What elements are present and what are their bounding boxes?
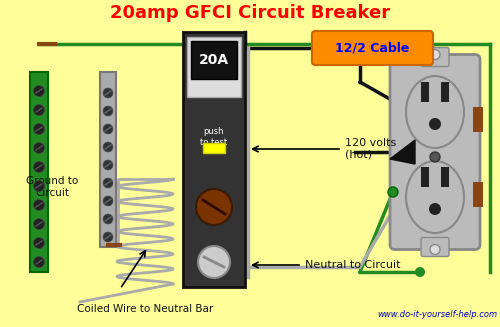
Circle shape bbox=[388, 187, 398, 197]
Text: www.do-it-yourself-help.com: www.do-it-yourself-help.com bbox=[377, 310, 497, 319]
Circle shape bbox=[103, 178, 113, 188]
Bar bbox=[191, 41, 237, 79]
Bar bbox=[421, 167, 429, 187]
Circle shape bbox=[34, 256, 44, 267]
Circle shape bbox=[103, 160, 113, 170]
Polygon shape bbox=[390, 140, 415, 164]
Bar bbox=[187, 37, 241, 97]
Circle shape bbox=[34, 124, 44, 134]
Bar bbox=[100, 72, 116, 247]
Text: 12/2 Cable: 12/2 Cable bbox=[335, 42, 409, 55]
Bar bbox=[441, 167, 449, 187]
Circle shape bbox=[429, 203, 441, 215]
FancyBboxPatch shape bbox=[421, 237, 449, 256]
Circle shape bbox=[103, 106, 113, 116]
Circle shape bbox=[34, 218, 44, 230]
Circle shape bbox=[429, 118, 441, 130]
Circle shape bbox=[34, 181, 44, 192]
Ellipse shape bbox=[406, 161, 464, 233]
Text: Coiled Wire to Neutral Bar: Coiled Wire to Neutral Bar bbox=[77, 304, 213, 314]
Text: 20amp GFCI Circuit Breaker: 20amp GFCI Circuit Breaker bbox=[110, 4, 390, 22]
Text: push
to test: push to test bbox=[200, 127, 228, 147]
Text: 20A: 20A bbox=[199, 53, 229, 67]
Circle shape bbox=[34, 143, 44, 153]
Text: Ground to
Circuit: Ground to Circuit bbox=[26, 176, 78, 198]
Circle shape bbox=[103, 214, 113, 224]
Ellipse shape bbox=[406, 76, 464, 148]
Circle shape bbox=[430, 49, 440, 60]
Circle shape bbox=[34, 162, 44, 173]
Circle shape bbox=[34, 199, 44, 211]
FancyBboxPatch shape bbox=[421, 47, 449, 66]
Circle shape bbox=[103, 88, 113, 98]
Circle shape bbox=[34, 105, 44, 115]
FancyBboxPatch shape bbox=[312, 31, 433, 65]
Circle shape bbox=[198, 246, 230, 278]
Bar bbox=[203, 143, 225, 153]
Text: Neutral to Circuit: Neutral to Circuit bbox=[305, 260, 400, 270]
Bar bbox=[473, 107, 483, 132]
Circle shape bbox=[103, 232, 113, 242]
Circle shape bbox=[34, 237, 44, 249]
Circle shape bbox=[415, 267, 425, 277]
Circle shape bbox=[430, 245, 440, 254]
Circle shape bbox=[103, 124, 113, 134]
Bar bbox=[473, 182, 483, 207]
Bar bbox=[441, 82, 449, 102]
Circle shape bbox=[103, 196, 113, 206]
Circle shape bbox=[103, 142, 113, 152]
Circle shape bbox=[430, 152, 440, 162]
Text: 120 volts
(hot): 120 volts (hot) bbox=[345, 138, 396, 160]
FancyBboxPatch shape bbox=[390, 55, 480, 250]
Circle shape bbox=[34, 85, 44, 96]
Bar bbox=[30, 72, 48, 272]
Circle shape bbox=[196, 189, 232, 225]
Bar bbox=[183, 32, 245, 287]
Bar bbox=[421, 82, 429, 102]
